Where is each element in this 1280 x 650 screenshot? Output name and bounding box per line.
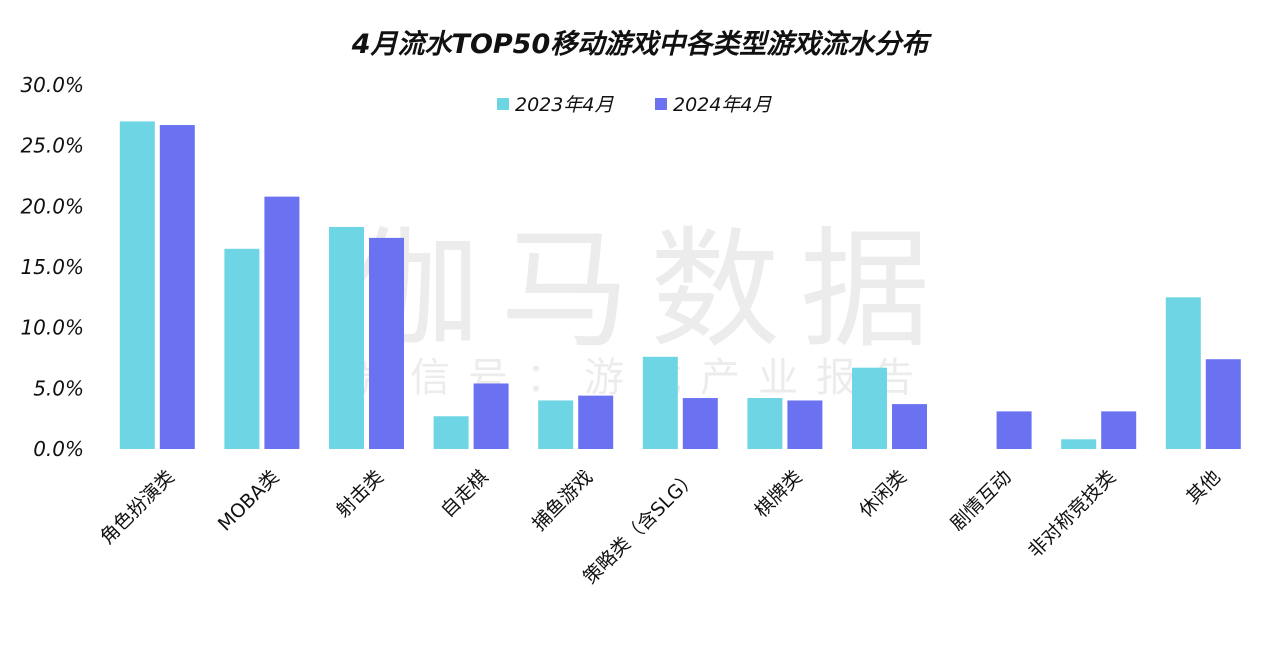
x-tick-label: 角色扮演类: [96, 466, 179, 549]
x-tick-label: 自走棋: [437, 466, 493, 522]
bar-2024: [682, 398, 718, 449]
x-tick-label: 捕鱼游戏: [528, 466, 597, 535]
legend-item-2024: 2024年4月: [655, 90, 771, 117]
bar-2024: [787, 400, 823, 449]
bar-2024: [264, 196, 300, 449]
x-tick-label: MOBA类: [214, 466, 284, 536]
y-tick-label: 25.0%: [20, 134, 84, 158]
y-tick-label: 0.0%: [33, 437, 84, 461]
bar-2024: [159, 125, 195, 449]
legend-label-2024: 2024年4月: [673, 94, 772, 116]
legend-swatch-2024: [655, 97, 667, 110]
x-tick-label: 策略类（含SLG）: [579, 466, 702, 589]
bar-2023: [747, 398, 783, 449]
x-tick-label: 非对称竞技类: [1024, 466, 1120, 562]
chart-title: 4月流水TOP50移动游戏中各类型游戏流水分布: [351, 29, 929, 60]
bar-2024: [1101, 411, 1137, 449]
bar-2023: [433, 416, 469, 449]
bar-2023: [224, 248, 260, 449]
x-tick-label: 棋牌类: [751, 466, 807, 522]
legend-swatch-2023: [497, 97, 509, 110]
watermark-subtitle: 微信号：游戏产业报告: [352, 355, 932, 401]
y-tick-label: 5.0%: [33, 376, 84, 400]
legend-label-2023: 2023年4月: [515, 94, 614, 116]
bar-2024: [1205, 359, 1241, 449]
bar-2023: [329, 226, 364, 449]
x-tick-label: 射击类: [332, 466, 388, 522]
bar-2024: [996, 411, 1032, 449]
bar-2023: [642, 356, 678, 449]
legend-item-2023: 2023年4月: [497, 90, 613, 117]
x-tick-label: 其他: [1182, 466, 1224, 508]
bar-2024: [578, 395, 614, 449]
bar-2023: [1165, 297, 1201, 449]
x-tick-label: 休闲类: [855, 466, 911, 522]
bar-2023: [538, 400, 574, 449]
bar-2023: [1061, 439, 1097, 449]
bar-2024: [369, 237, 404, 449]
y-tick-label: 10.0%: [20, 316, 84, 340]
watermark-logo: 伽马数据: [350, 214, 951, 366]
bar-2024: [473, 383, 509, 449]
y-tick-label: 20.0%: [20, 194, 84, 218]
y-tick-label: 15.0%: [20, 255, 84, 279]
y-tick-label: 30.0%: [20, 73, 84, 97]
bar-2023: [852, 367, 887, 449]
x-tick-label: 剧情互动: [946, 466, 1015, 535]
bar-2024: [892, 404, 927, 449]
bar-2023: [119, 121, 155, 450]
